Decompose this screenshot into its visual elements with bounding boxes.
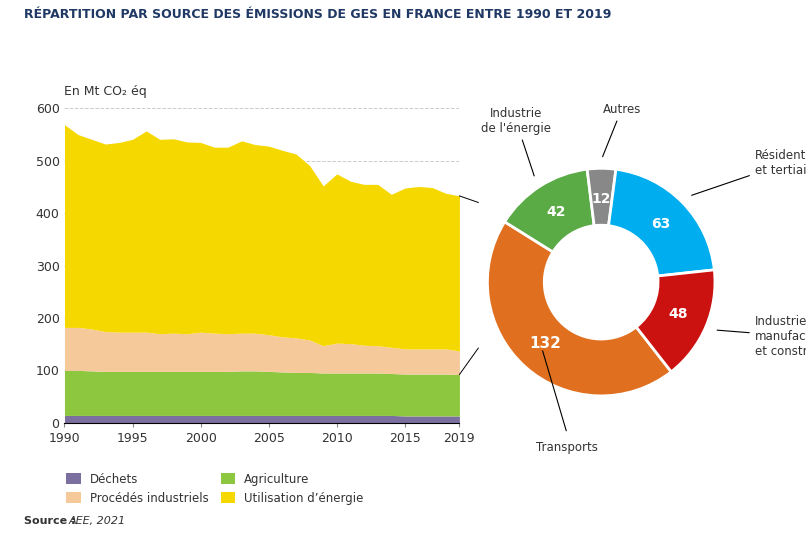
Text: Industrie
manufacturière
et construction: Industrie manufacturière et construction [717, 315, 806, 358]
Text: 48: 48 [668, 307, 688, 321]
Text: Transports: Transports [536, 441, 598, 454]
Wedge shape [636, 270, 715, 372]
Wedge shape [587, 169, 616, 225]
Text: Source :: Source : [24, 516, 76, 526]
Text: AEE, 2021: AEE, 2021 [69, 516, 126, 526]
Text: En Mt CO₂ éq: En Mt CO₂ éq [64, 85, 147, 98]
Wedge shape [609, 169, 714, 276]
Text: 12: 12 [592, 192, 611, 206]
Text: RÉPARTITION PAR SOURCE DES ÉMISSIONS DE GES EN FRANCE ENTRE 1990 ET 2019: RÉPARTITION PAR SOURCE DES ÉMISSIONS DE … [24, 8, 612, 21]
Text: 42: 42 [546, 205, 567, 219]
Text: 63: 63 [651, 217, 671, 231]
Text: Industrie
de l'énergie: Industrie de l'énergie [481, 107, 550, 176]
Wedge shape [505, 169, 594, 252]
Legend: Déchets, Procédés industriels, Agriculture, Utilisation d’énergie: Déchets, Procédés industriels, Agricultu… [66, 473, 364, 505]
Wedge shape [488, 222, 671, 396]
Text: Autres: Autres [602, 102, 641, 157]
Text: 132: 132 [530, 337, 562, 351]
Text: Résidentiel
et tertiaire: Résidentiel et tertiaire [692, 149, 806, 195]
